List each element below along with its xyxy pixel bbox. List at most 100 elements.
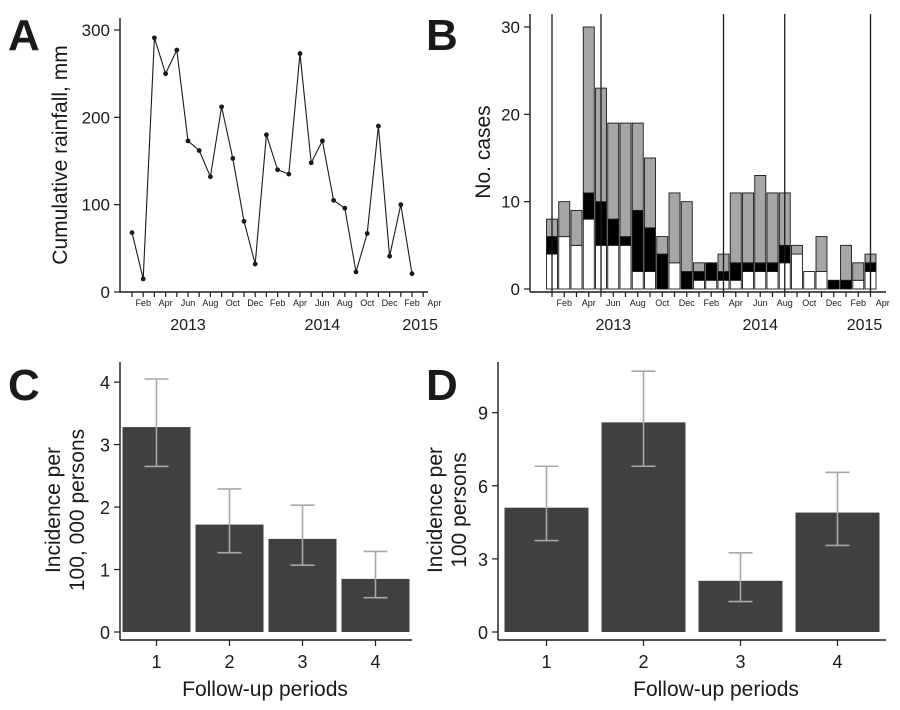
b-bar-segment bbox=[693, 279, 705, 290]
b-bar-segment bbox=[827, 279, 840, 290]
a-data-point bbox=[185, 138, 191, 144]
a-month-label: Dec bbox=[247, 298, 264, 308]
b-bar-segment bbox=[766, 192, 779, 264]
a-y-tick-label: 200 bbox=[82, 108, 110, 127]
a-month-label: Jun bbox=[181, 298, 196, 308]
b-bar-segment bbox=[840, 279, 852, 290]
b-bar-segment bbox=[766, 262, 779, 272]
b-bar-segment bbox=[705, 262, 718, 281]
b-y-tick-label: 10 bbox=[501, 193, 520, 212]
chart-d: Incidence per 100 persons Follow-up peri… bbox=[424, 362, 886, 701]
b-bar-segment bbox=[680, 271, 693, 290]
b-month-label: Oct bbox=[655, 298, 670, 308]
b-month-label: Apr bbox=[729, 298, 743, 308]
b-bar-segment bbox=[607, 122, 620, 220]
a-y-title: Cumulative rainfall, mm bbox=[49, 45, 72, 264]
b-bar-segment bbox=[558, 236, 571, 290]
b-bar-segment bbox=[754, 262, 767, 272]
a-data-point bbox=[196, 148, 202, 153]
b-bar-segment bbox=[656, 236, 669, 255]
b-bar-segment bbox=[668, 262, 681, 290]
c-x-tick-label: 1 bbox=[151, 652, 161, 672]
c-y-title-line1: Incidence per bbox=[42, 447, 65, 573]
a-data-point bbox=[286, 171, 292, 177]
b-bar-segment bbox=[582, 192, 595, 220]
b-bar-segment bbox=[766, 271, 779, 290]
c-x-title: Follow-up periods bbox=[182, 678, 348, 701]
c-y-tick-label: 1 bbox=[100, 561, 110, 581]
b-bar-segment bbox=[754, 175, 767, 264]
b-bar-segment bbox=[558, 201, 571, 238]
b-bar-segment bbox=[570, 209, 583, 246]
b-bar-segment bbox=[705, 279, 718, 290]
d-x-tick-label: 4 bbox=[832, 652, 842, 672]
a-year-label: 2015 bbox=[402, 317, 438, 334]
panel-label-c: C bbox=[8, 361, 40, 410]
b-bar-segment bbox=[729, 192, 742, 264]
a-data-point bbox=[342, 205, 348, 211]
c-x-tick-label: 2 bbox=[224, 652, 234, 672]
b-bar-segment bbox=[631, 271, 644, 290]
a-month-label: Feb bbox=[270, 298, 286, 308]
a-data-point bbox=[387, 253, 392, 259]
a-data-point bbox=[297, 51, 303, 56]
a-year-label: 2013 bbox=[170, 317, 206, 334]
b-bar-segment bbox=[644, 227, 656, 272]
b-month-label: Aug bbox=[630, 298, 646, 308]
a-data-point bbox=[140, 276, 146, 282]
b-bar-segment bbox=[668, 192, 681, 264]
d-x-tick-label: 3 bbox=[735, 652, 745, 672]
b-bar-segment bbox=[791, 244, 803, 255]
a-y-tick-label: 100 bbox=[82, 196, 110, 215]
a-data-point bbox=[264, 132, 269, 138]
b-year-label: 2013 bbox=[595, 317, 631, 334]
b-bar-segment bbox=[693, 271, 705, 281]
d-x-title: Follow-up periods bbox=[633, 678, 799, 701]
b-bar-segment bbox=[742, 262, 754, 272]
b-month-label: Feb bbox=[556, 298, 572, 308]
b-month-label: Oct bbox=[802, 298, 817, 308]
b-y-tick-label: 30 bbox=[501, 18, 520, 37]
a-month-label: Oct bbox=[226, 298, 241, 308]
a-month-label: Apr bbox=[427, 298, 441, 308]
b-bar-segment bbox=[815, 271, 828, 290]
b-year-label: 2015 bbox=[847, 317, 883, 334]
b-bar-segment bbox=[742, 192, 754, 264]
d-y-title-line2: 100 persons bbox=[448, 452, 471, 568]
c-y-tick-label: 3 bbox=[100, 436, 110, 456]
b-bar-segment bbox=[693, 262, 705, 272]
a-data-point bbox=[320, 138, 325, 144]
chart-c: Incidence per 100, 000 persons Follow-up… bbox=[42, 362, 412, 701]
b-bar-segment bbox=[607, 244, 620, 290]
b-bar-segment bbox=[729, 262, 742, 281]
b-bar-segment bbox=[840, 244, 852, 281]
b-bar-segment bbox=[607, 218, 620, 246]
a-month-label: Aug bbox=[337, 298, 353, 308]
b-y-title: No. cases bbox=[472, 105, 495, 198]
a-data-point bbox=[252, 261, 258, 267]
b-bar-segment bbox=[619, 122, 632, 238]
b-y-tick-label: 0 bbox=[511, 280, 520, 299]
d-y-tick-label: 9 bbox=[478, 404, 488, 424]
b-y-tick-label: 20 bbox=[501, 105, 520, 124]
b-bar-segment bbox=[619, 244, 632, 290]
b-month-label: Feb bbox=[850, 298, 866, 308]
b-bar-segment bbox=[582, 26, 595, 194]
a-data-point bbox=[163, 71, 169, 77]
c-y-tick-label: 4 bbox=[100, 373, 110, 393]
b-bar-segment bbox=[582, 218, 595, 290]
b-bar-segment bbox=[631, 209, 644, 272]
b-year-label: 2014 bbox=[742, 317, 778, 334]
a-data-point bbox=[275, 167, 280, 173]
a-data-point bbox=[409, 271, 415, 277]
d-y-tick-label: 3 bbox=[478, 550, 488, 570]
a-y-tick-label: 0 bbox=[101, 283, 110, 302]
a-data-point bbox=[241, 218, 247, 224]
b-bar-segment bbox=[852, 262, 865, 281]
b-month-label: Dec bbox=[679, 298, 696, 308]
d-x-tick-label: 1 bbox=[541, 652, 551, 672]
b-bar-segment bbox=[680, 201, 693, 272]
b-month-label: Dec bbox=[826, 298, 843, 308]
a-data-point bbox=[129, 230, 135, 236]
